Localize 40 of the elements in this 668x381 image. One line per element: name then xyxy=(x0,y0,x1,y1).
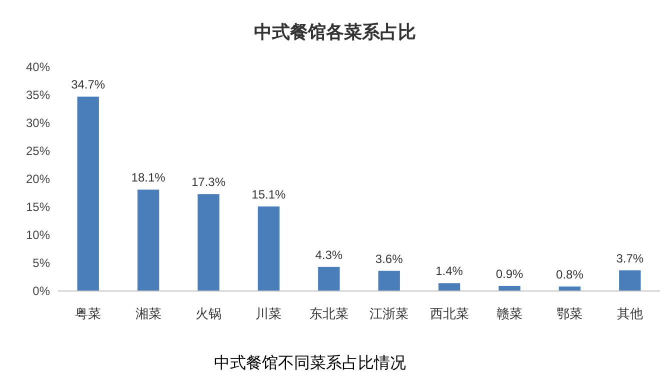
data-label: 17.3% xyxy=(191,175,226,190)
data-label: 0.8% xyxy=(556,268,584,282)
y-tick-label: 30% xyxy=(26,116,50,130)
y-tick-label: 10% xyxy=(26,228,50,242)
x-tick-label: 火锅 xyxy=(196,306,222,321)
data-label: 18.1% xyxy=(131,170,166,185)
y-tick-label: 5% xyxy=(32,256,50,270)
data-label: 1.4% xyxy=(436,264,464,278)
x-tick-label: 湘菜 xyxy=(135,306,162,321)
x-tick-label: 西北菜 xyxy=(430,306,469,321)
text: 中式餐馆不同菜系占比情况 xyxy=(214,354,406,372)
bar xyxy=(198,194,220,291)
data-label: 3.7% xyxy=(616,251,644,266)
y-tick-label: 35% xyxy=(26,88,50,102)
y-tick-label: 25% xyxy=(26,144,50,158)
x-tick-label: 川菜 xyxy=(256,306,282,321)
data-label: 4.3% xyxy=(315,248,343,262)
chart-title: 中式餐馆各菜系占比 xyxy=(254,22,416,42)
data-label: 15.1% xyxy=(252,187,286,202)
x-tick-label: 粤菜 xyxy=(75,306,102,321)
x-tick-label: 鄂菜 xyxy=(556,306,583,321)
y-tick-label: 0% xyxy=(32,284,50,298)
bar xyxy=(137,190,160,291)
bar xyxy=(619,270,641,291)
y-tick-label: 15% xyxy=(26,200,50,214)
y-tick-label: 20% xyxy=(26,172,50,186)
y-tick-label: 40% xyxy=(26,60,50,74)
bar xyxy=(258,206,280,291)
data-label: 3.6% xyxy=(375,252,404,266)
x-tick-label: 其他 xyxy=(616,306,643,321)
bar xyxy=(438,283,460,291)
x-tick-label: 江浙菜 xyxy=(370,306,409,321)
x-tick-label: 赣菜 xyxy=(496,306,522,321)
bar xyxy=(77,96,99,291)
bar xyxy=(498,286,520,291)
data-label: 0.9% xyxy=(496,266,524,281)
bar xyxy=(318,266,340,291)
bar xyxy=(378,270,400,291)
data-label: 34.7% xyxy=(71,78,106,92)
x-tick-label: 东北菜 xyxy=(309,306,348,321)
